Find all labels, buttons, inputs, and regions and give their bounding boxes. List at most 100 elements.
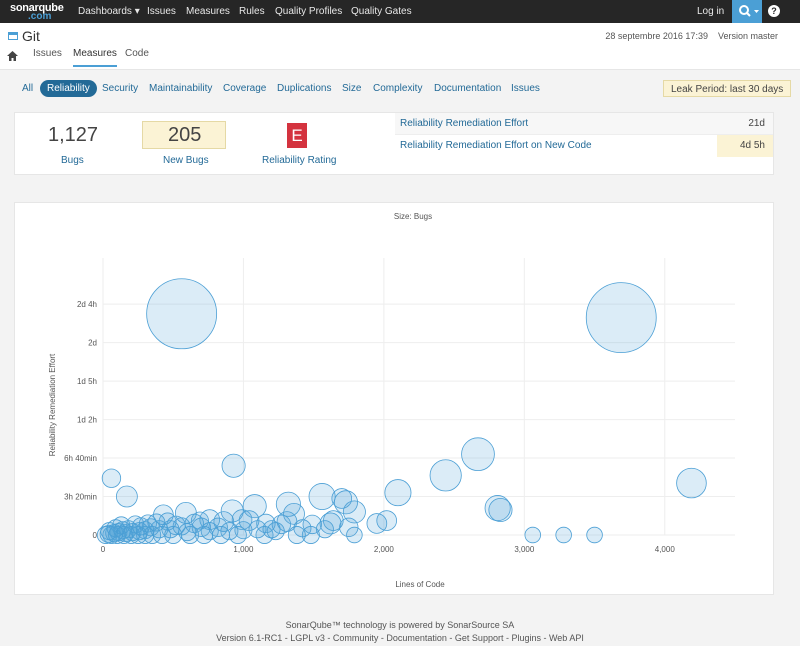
reliability-rating-badge[interactable]: E [287, 123, 307, 148]
chart-bubble[interactable] [315, 520, 334, 539]
logo-main: sonarqube [10, 2, 64, 14]
chart-bubble[interactable] [275, 491, 301, 517]
domain-tab-issues[interactable]: Issues [511, 83, 540, 94]
new-bugs-label[interactable]: New Bugs [163, 155, 209, 166]
y-tick-label: 3h 20min [64, 493, 97, 502]
bugs-label[interactable]: Bugs [61, 155, 84, 166]
search-button[interactable] [732, 0, 762, 23]
chart-bubble[interactable] [488, 497, 513, 523]
chart-bubble[interactable] [115, 485, 138, 508]
domain-tab-duplications[interactable]: Duplications [277, 83, 332, 94]
chart-bubble[interactable] [308, 483, 336, 511]
x-tick-label: 2,000 [374, 545, 395, 554]
chart-bubble[interactable] [342, 500, 366, 524]
reliability-summary: 1,127 Bugs 205 New Bugs E Reliability Ra… [14, 112, 774, 175]
chart-bubble[interactable] [376, 510, 397, 531]
nav-issues[interactable]: Issues [147, 6, 176, 17]
remediation-effort-new-row: Reliability Remediation Effort on New Co… [395, 135, 773, 157]
chart-bubble[interactable] [429, 459, 462, 492]
tab-measures[interactable]: Measures [73, 48, 117, 67]
project-title[interactable]: Git [22, 28, 40, 44]
chart-bubble[interactable] [524, 526, 541, 544]
chart-bubble[interactable] [301, 526, 320, 544]
tab-code[interactable]: Code [125, 48, 149, 59]
domain-tab-documentation[interactable]: Documentation [434, 83, 502, 94]
chart-bubble[interactable] [248, 520, 267, 539]
chart-bubble[interactable] [96, 526, 115, 544]
x-axis-label: Lines of Code [395, 580, 445, 589]
domain-tab-security[interactable]: Security [102, 83, 139, 94]
search-icon [739, 5, 759, 17]
chart-bubble[interactable] [191, 517, 211, 537]
chart-bubble[interactable] [146, 278, 218, 350]
chart-bubble[interactable] [339, 517, 359, 537]
remediation-effort-new-label[interactable]: Reliability Remediation Effort on New Co… [400, 140, 592, 151]
nav-quality-gates[interactable]: Quality Gates [351, 6, 412, 17]
x-tick-label: 1,000 [233, 545, 254, 554]
chart-bubble[interactable] [200, 522, 219, 541]
nav-dashboards[interactable]: Dashboards ▾ [78, 6, 140, 17]
new-bugs-value[interactable]: 205 [168, 124, 202, 146]
domain-tab-complexity[interactable]: Complexity [373, 83, 423, 94]
remediation-effort-value: 21d [748, 118, 765, 129]
x-tick-label: 4,000 [655, 545, 676, 554]
bugs-value[interactable]: 1,127 [48, 124, 99, 146]
chart-bubble[interactable] [484, 495, 511, 522]
chart-bubble[interactable] [331, 488, 353, 509]
chart-bubble[interactable] [586, 526, 603, 544]
chart-bubble[interactable] [101, 468, 122, 488]
chart-bubble[interactable] [172, 517, 191, 536]
footer-links[interactable]: Version 6.1-RC1 - LGPL v3 - Community - … [216, 633, 584, 643]
tab-issues[interactable]: Issues [33, 48, 62, 59]
nav-measures[interactable]: Measures [186, 6, 230, 17]
chart-bubble[interactable] [228, 526, 247, 544]
nav-quality-profiles[interactable]: Quality Profiles [275, 6, 343, 17]
chart-bubble[interactable] [131, 517, 150, 536]
x-tick-label: 3,000 [514, 545, 535, 554]
chart-bubble[interactable] [319, 512, 342, 535]
remediation-effort-label[interactable]: Reliability Remediation Effort [400, 118, 529, 129]
bubble-chart: Size: Bugs 0 3h 20min 6h 40min 1d 2h 1d 5h 2d… [48, 212, 735, 589]
domain-tab-reliability[interactable]: Reliability [40, 80, 97, 97]
chart-bubble[interactable] [234, 521, 253, 540]
chart-bubble[interactable] [346, 526, 363, 544]
domain-tab-all[interactable]: All [22, 83, 34, 94]
y-tick-label: 1d 5h [77, 377, 97, 386]
chart-bubble[interactable] [676, 467, 707, 499]
sonarqube-logo[interactable]: sonarqube .com [10, 2, 70, 22]
footer-powered-by: SonarQube™ technology is powered by Sona… [285, 620, 515, 630]
project-meta: 28 septembre 2016 17:39 Version master [605, 31, 778, 41]
chart-bubble[interactable] [116, 524, 135, 543]
nav-rules[interactable]: Rules [239, 6, 265, 17]
home-icon[interactable] [7, 51, 18, 61]
y-tick-label: 1d 2h [77, 416, 97, 425]
chart-bubble[interactable] [220, 522, 239, 541]
chart-bubble[interactable] [158, 512, 177, 531]
chart-bubble[interactable] [256, 513, 276, 534]
x-axis-ticks: 0 1,000 2,000 3,000 4,000 [101, 545, 676, 554]
chart-bubble[interactable] [266, 522, 285, 541]
chart-bubble[interactable] [178, 523, 197, 542]
project-header: Git 28 septembre 2016 17:39 Version mast… [0, 23, 800, 70]
new-bugs-highlight [142, 121, 226, 149]
chart-bubble[interactable] [208, 517, 228, 537]
help-button[interactable]: ? [768, 5, 780, 17]
chart-bubble[interactable] [384, 479, 412, 507]
footer: SonarQube™ technology is powered by Sona… [0, 620, 800, 643]
chart-grid [102, 258, 735, 536]
project-icon [8, 32, 18, 40]
chart-bubble[interactable] [221, 453, 246, 478]
chart-bubble[interactable] [100, 522, 119, 541]
domain-tab-maintainability[interactable]: Maintainability [149, 83, 213, 94]
domain-tab-coverage[interactable]: Coverage [223, 83, 267, 94]
chart-bubble[interactable] [287, 526, 306, 544]
logo-sub: .com [28, 11, 52, 22]
chart-bubble[interactable] [461, 437, 495, 472]
chart-bubble[interactable] [555, 526, 572, 544]
login-link[interactable]: Log in [697, 6, 725, 17]
chart-bubble[interactable] [585, 282, 657, 354]
remediation-effort-new-value: 4d 5h [739, 140, 765, 151]
chart-bubble[interactable] [255, 526, 274, 544]
reliability-rating-label[interactable]: Reliability Rating [262, 155, 337, 166]
domain-tab-size[interactable]: Size [342, 83, 362, 94]
